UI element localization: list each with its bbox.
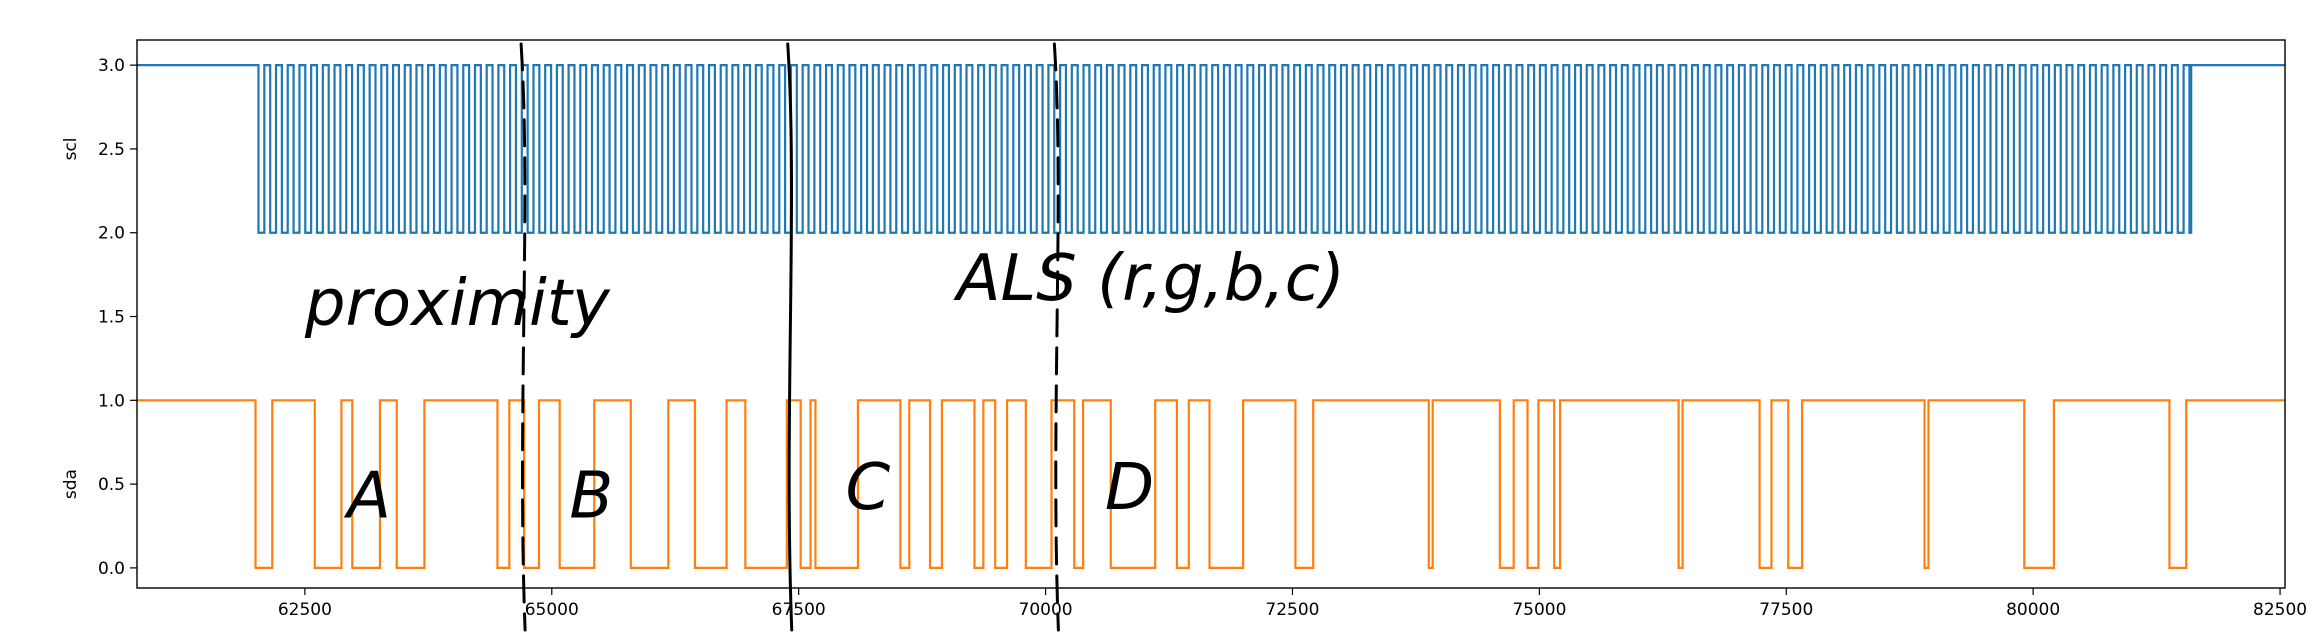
annotation-als-r-g-b-c: ALS (r,g,b,c) [953, 242, 1345, 316]
plot-area [137, 64, 2285, 569]
y-tick-label: 0.0 [98, 559, 125, 579]
x-tick-label: 75000 [1512, 600, 1566, 620]
x-tick-label: 67500 [772, 600, 826, 620]
x-tick-label: 62500 [278, 600, 332, 620]
divider-dashed [519, 42, 527, 632]
annotation-b: B [569, 460, 613, 534]
axes-frame [136, 39, 2286, 589]
x-tick-label: 70000 [1019, 600, 1073, 620]
y-tick-label: 2.5 [98, 140, 125, 160]
divider-dashed [1052, 42, 1060, 632]
series-scl [137, 64, 2285, 234]
y-tick-label: 3.0 [98, 56, 125, 76]
y-tick-label: 0.5 [98, 475, 125, 495]
y-tick-label: 1.5 [98, 308, 125, 328]
y-axis-label-scl: scl [61, 137, 81, 160]
x-tick-label: 77500 [1759, 600, 1813, 620]
y-tick-label: 2.0 [98, 224, 125, 244]
handwritten-annotations: proximity ALS (r,g,b,c) A B C D [304, 42, 1345, 632]
annotation-d: D [1105, 451, 1154, 525]
series-sda [137, 399, 2285, 569]
annotation-c: C [845, 451, 890, 525]
x-tick-label: 82500 [2253, 600, 2307, 620]
x-tick-label: 65000 [525, 600, 579, 620]
annotation-proximity: proximity [304, 267, 611, 341]
divider-solid [786, 42, 794, 632]
x-tick-label: 72500 [1265, 600, 1319, 620]
axes: 62500 65000 67500 70000 72500 75000 77500 80000… [61, 39, 2307, 620]
annotation-a: A [343, 460, 391, 534]
x-tick-label: 80000 [2006, 600, 2060, 620]
y-axis-label-sda: sda [61, 469, 81, 499]
y-tick-label: 1.0 [98, 391, 125, 411]
